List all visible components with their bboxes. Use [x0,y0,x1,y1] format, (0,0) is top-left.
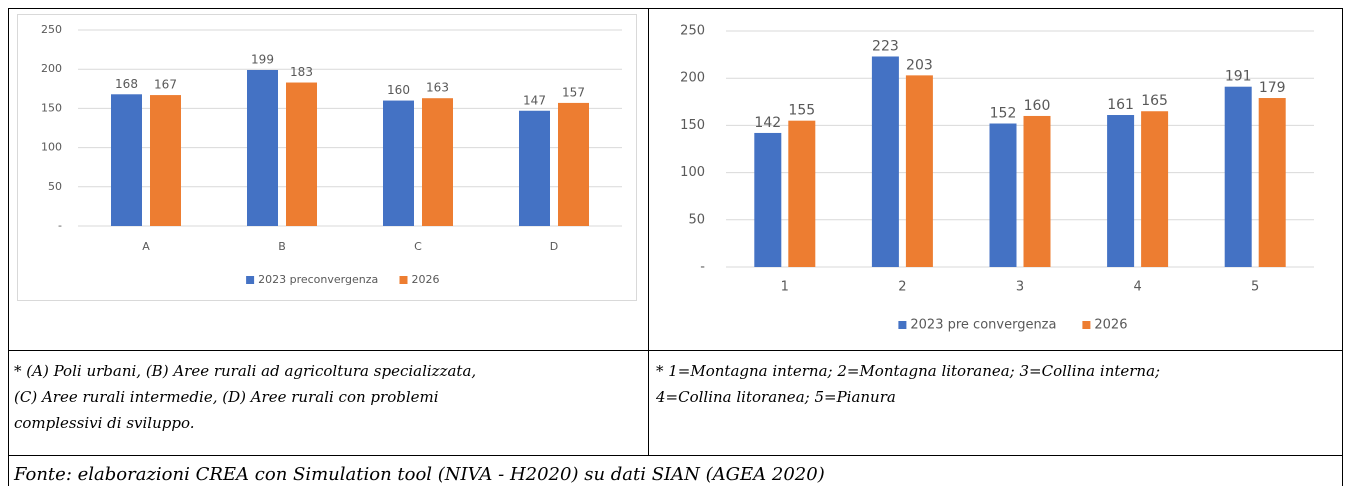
legend-label: 2026 [1094,318,1127,333]
x-tick-label: 4 [1133,280,1141,295]
y-tick-label: 100 [41,141,62,154]
note-line: (C) Aree rurali intermedie, (D) Aree rur… [14,388,439,406]
value-label: 152 [990,106,1017,122]
y-tick-label: 250 [41,23,62,36]
y-tick-label: - [58,219,62,232]
value-label: 160 [1024,98,1051,114]
table-border [8,8,1343,490]
x-tick-label: 3 [1016,280,1024,295]
y-tick-label: 250 [680,24,705,39]
legend-label: 2023 pre convergenza [910,318,1056,333]
source: Fonte: elaborazioni CREA con Simulation … [13,464,825,485]
bar [871,56,899,267]
chart-frame [17,14,637,301]
value-label: 163 [426,81,449,95]
x-tick-label: D [550,240,558,253]
bar [383,100,414,226]
bar [558,102,589,226]
y-tick-label: 100 [680,165,705,180]
value-label: 199 [251,52,274,66]
bar [519,110,550,226]
note-line: * (A) Poli urbani, (B) Aree rurali ad ag… [14,362,476,380]
y-tick-label: 200 [680,71,705,86]
bar [422,98,453,226]
bar [111,94,142,227]
note-line: * 1=Montagna interna; 2=Montagna litoran… [656,362,1160,380]
bar [905,75,933,267]
bar [1224,86,1252,267]
value-label: 167 [154,78,177,92]
value-label: 168 [115,77,138,91]
x-tick-label: B [278,240,286,253]
x-tick-label: 1 [781,280,789,295]
value-label: 147 [523,93,546,107]
y-tick-label: 150 [41,101,62,114]
note-line: 4=Collina litoranea; 5=Pianura [655,388,896,406]
bar [1258,98,1286,267]
value-label: 142 [754,115,781,131]
value-label: 191 [1225,69,1252,85]
x-tick-label: 2 [898,280,906,295]
value-label: 157 [562,85,585,99]
value-label: 223 [872,38,899,54]
legend-swatch [399,276,408,284]
legend-swatch [1082,321,1091,329]
legend-swatch [898,321,907,329]
note-line: complessivi di sviluppo. [14,414,195,432]
value-label: 155 [788,103,815,119]
y-tick-label: - [700,260,705,275]
bar [1107,115,1135,268]
value-label: 179 [1259,80,1286,96]
legend-label: 2023 preconvergenza [258,273,378,286]
x-tick-label: C [414,240,422,253]
x-tick-label: A [142,240,150,253]
value-label: 203 [906,57,933,73]
bar [286,82,317,226]
value-label: 183 [290,65,313,79]
value-label: 160 [387,83,410,97]
bar [150,95,181,227]
y-tick-label: 50 [688,212,705,227]
bar [1141,111,1169,268]
value-label: 161 [1107,97,1134,113]
y-tick-label: 50 [48,180,62,193]
bar [989,123,1017,268]
value-label: 165 [1141,93,1168,109]
y-tick-label: 200 [41,62,62,75]
y-tick-label: 150 [680,118,705,133]
legend-swatch [246,276,255,284]
bar [788,120,816,268]
bar [247,69,278,226]
legend-label: 2026 [412,273,440,286]
bar [754,132,782,267]
x-tick-label: 5 [1251,280,1259,295]
bar [1023,115,1051,268]
